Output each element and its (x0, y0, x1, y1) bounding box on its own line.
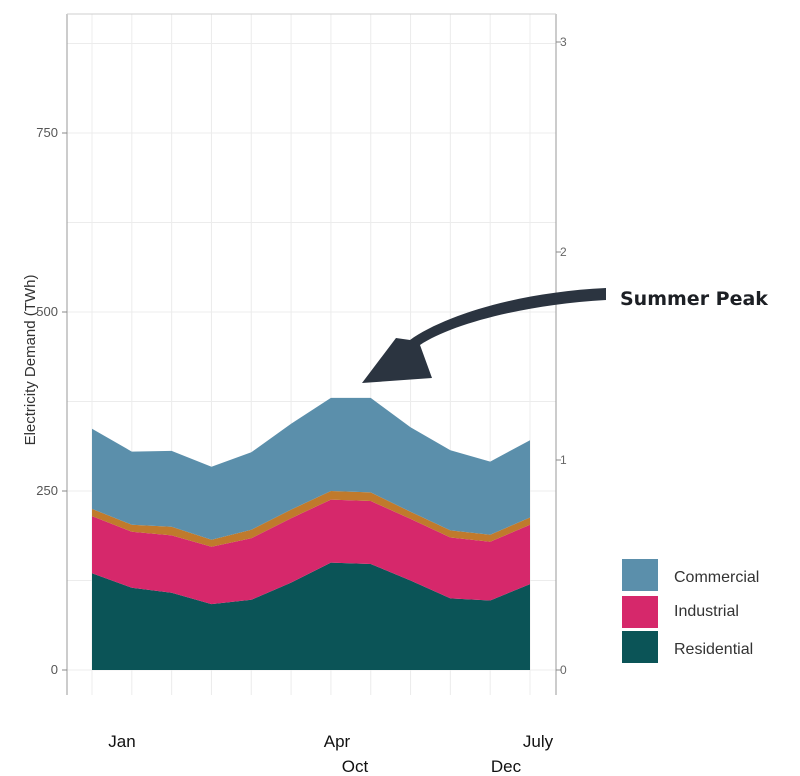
legend-swatch-commercial (622, 559, 658, 591)
area-other (92, 491, 530, 547)
summer-peak-annotation: Summer Peak (362, 288, 768, 383)
legend-item-commercial: Commercial (622, 559, 759, 591)
x-tick-label: Oct (342, 757, 369, 776)
area-commercial (92, 397, 530, 540)
legend-swatch-industrial (622, 596, 658, 628)
annotation-arrow-icon (362, 288, 606, 383)
area-industrial (92, 499, 530, 605)
right-axis-ticks: 0 1 2 3 (556, 35, 567, 677)
y-axis-label: Electricity Demand (TWh) (22, 275, 39, 446)
y-tick-label: 250 (36, 483, 58, 498)
right-tick-label: 0 (560, 663, 567, 677)
legend-item-residential: Residential (622, 631, 753, 663)
x-tick-label: Jan (108, 732, 135, 751)
right-tick-label: 2 (560, 245, 567, 259)
y-tick-label: 500 (36, 304, 58, 319)
legend-item-industrial: Industrial (622, 596, 739, 628)
legend: Commercial Industrial Residential (622, 559, 759, 663)
legend-swatch-residential (622, 631, 658, 663)
right-tick-label: 1 (560, 453, 567, 467)
x-tick-label: Dec (491, 757, 522, 776)
x-tick-label: Apr (324, 732, 351, 751)
x-axis-tick-labels: Jan Apr July Oct Dec (108, 732, 553, 776)
y-axis-ticks: 0 250 500 750 (36, 125, 67, 677)
y-tick-label: 0 (51, 662, 58, 677)
x-tick-label: July (523, 732, 554, 751)
legend-label-residential: Residential (674, 641, 753, 658)
legend-label-commercial: Commercial (674, 569, 759, 586)
y-tick-label: 750 (36, 125, 58, 140)
area-residential (92, 562, 530, 670)
annotation-text: Summer Peak (620, 288, 768, 310)
area-series (92, 397, 530, 670)
right-tick-label: 3 (560, 35, 567, 49)
legend-label-industrial: Industrial (674, 603, 739, 620)
